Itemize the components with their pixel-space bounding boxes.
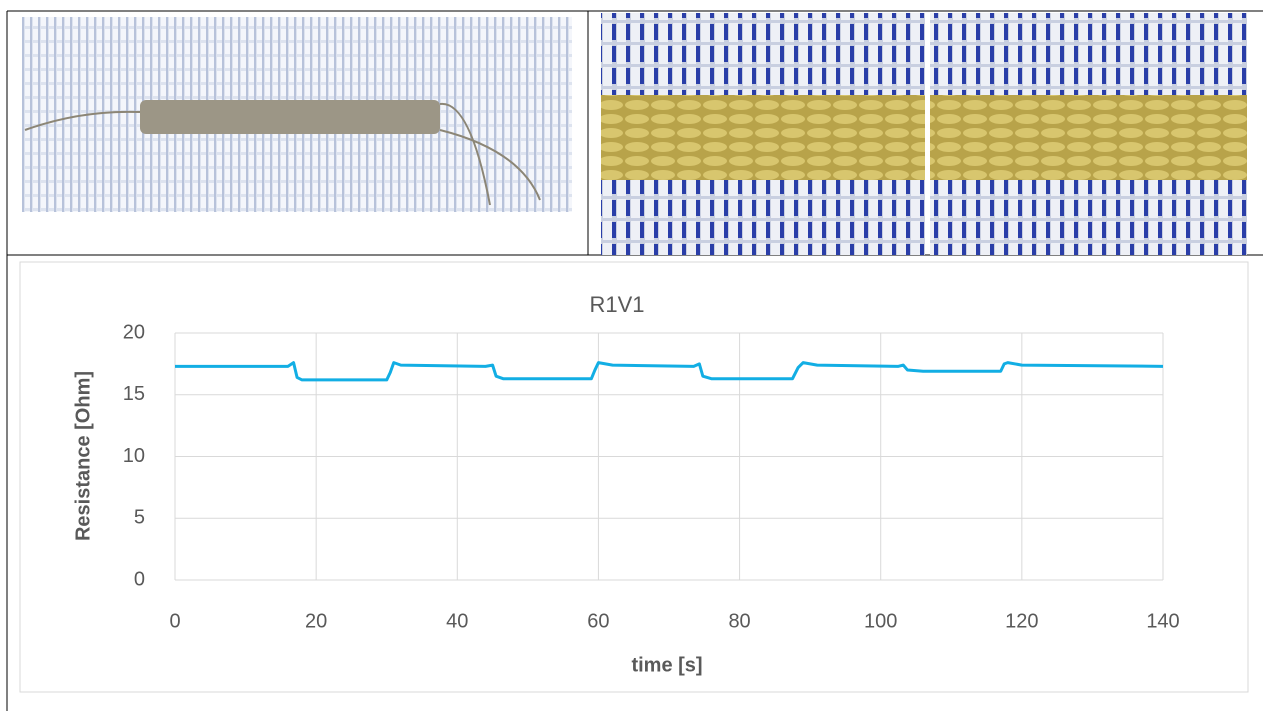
x-tick-label: 120: [1005, 610, 1038, 632]
x-tick-label: 100: [864, 610, 897, 632]
chart-title: R1V1: [589, 292, 644, 317]
y-tick-label: 10: [123, 445, 145, 467]
y-tick-label: 20: [123, 321, 145, 343]
x-tick-label: 80: [728, 610, 750, 632]
photo: [930, 13, 1247, 255]
x-tick-label: 40: [446, 610, 468, 632]
y-tick-label: 5: [134, 507, 145, 529]
x-tick-label: 0: [169, 610, 180, 632]
photo: [22, 17, 572, 212]
x-tick-label: 140: [1146, 610, 1179, 632]
y-axis-label: Resistance [Ohm]: [72, 371, 94, 541]
x-axis-label: time [s]: [631, 654, 702, 676]
x-tick-label: 60: [587, 610, 609, 632]
x-tick-label: 20: [305, 610, 327, 632]
y-tick-label: 15: [123, 383, 145, 405]
chart-frame: [19, 261, 1249, 693]
photo: [601, 13, 925, 255]
data-line: [175, 361, 1164, 382]
y-tick-label: 0: [134, 568, 145, 590]
